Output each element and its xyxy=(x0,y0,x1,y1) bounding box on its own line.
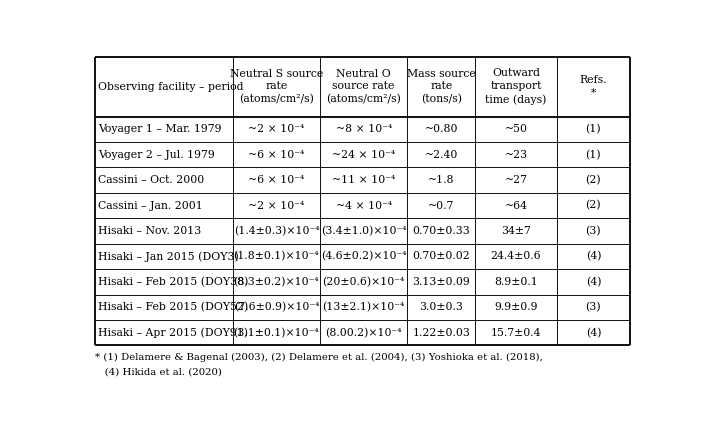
Text: (8.3±0.2)×10⁻⁴: (8.3±0.2)×10⁻⁴ xyxy=(233,277,319,287)
Text: 3.0±0.3: 3.0±0.3 xyxy=(419,302,463,312)
Text: (1.4±0.3)×10⁻⁴: (1.4±0.3)×10⁻⁴ xyxy=(233,226,319,236)
Text: ~50: ~50 xyxy=(505,124,527,134)
Text: ~1.8: ~1.8 xyxy=(428,175,455,185)
Text: ~4 × 10⁻⁴: ~4 × 10⁻⁴ xyxy=(336,200,392,210)
Text: (3.4±1.0)×10⁻⁴: (3.4±1.0)×10⁻⁴ xyxy=(321,226,407,236)
Text: 0.70±0.33: 0.70±0.33 xyxy=(412,226,470,236)
Text: ~0.7: ~0.7 xyxy=(428,200,455,210)
Text: (2): (2) xyxy=(585,175,601,185)
Text: Hisaki – Feb 2015 (DOY52): Hisaki – Feb 2015 (DOY52) xyxy=(98,302,249,312)
Text: ~6 × 10⁻⁴: ~6 × 10⁻⁴ xyxy=(248,150,305,160)
Text: (4): (4) xyxy=(585,277,601,287)
Text: (13±2.1)×10⁻⁴: (13±2.1)×10⁻⁴ xyxy=(322,302,405,312)
Text: ~0.80: ~0.80 xyxy=(425,124,458,134)
Text: Voyager 2 – Jul. 1979: Voyager 2 – Jul. 1979 xyxy=(98,150,215,160)
Text: Hisaki – Apr 2015 (DOY91): Hisaki – Apr 2015 (DOY91) xyxy=(98,327,248,338)
Text: (20±0.6)×10⁻⁴: (20±0.6)×10⁻⁴ xyxy=(322,277,405,287)
Text: Hisaki – Nov. 2013: Hisaki – Nov. 2013 xyxy=(98,226,201,236)
Text: (2): (2) xyxy=(585,200,601,211)
Text: ~2 × 10⁻⁴: ~2 × 10⁻⁴ xyxy=(248,124,305,134)
Text: ~64: ~64 xyxy=(505,200,527,210)
Text: Outward
transport
time (days): Outward transport time (days) xyxy=(485,68,547,105)
Text: ~6 × 10⁻⁴: ~6 × 10⁻⁴ xyxy=(248,175,305,185)
Text: Hisaki – Feb 2015 (DOY38): Hisaki – Feb 2015 (DOY38) xyxy=(98,277,249,287)
Text: ~2 × 10⁻⁴: ~2 × 10⁻⁴ xyxy=(248,200,305,210)
Text: (3.1±0.1)×10⁻⁴: (3.1±0.1)×10⁻⁴ xyxy=(233,327,319,338)
Text: (3): (3) xyxy=(585,226,601,236)
Text: 0.70±0.02: 0.70±0.02 xyxy=(412,252,470,262)
Text: 1.22±0.03: 1.22±0.03 xyxy=(412,328,470,338)
Text: ~11 × 10⁻⁴: ~11 × 10⁻⁴ xyxy=(332,175,395,185)
Text: ~27: ~27 xyxy=(505,175,527,185)
Text: (4): (4) xyxy=(585,327,601,338)
Text: (8.00.2)×10⁻⁴: (8.00.2)×10⁻⁴ xyxy=(325,327,402,338)
Text: (3): (3) xyxy=(585,302,601,312)
Text: (1.8±0.1)×10⁻⁴: (1.8±0.1)×10⁻⁴ xyxy=(233,251,319,262)
Text: Neutral O
source rate
(atoms/cm²/s): Neutral O source rate (atoms/cm²/s) xyxy=(326,68,401,105)
Text: 15.7±0.4: 15.7±0.4 xyxy=(491,328,542,338)
Text: ~2.40: ~2.40 xyxy=(425,150,458,160)
Text: (4): (4) xyxy=(585,251,601,262)
Text: 24.4±0.6: 24.4±0.6 xyxy=(491,252,542,262)
Text: * (1) Delamere & Bagenal (2003), (2) Delamere et al. (2004), (3) Yoshioka et al.: * (1) Delamere & Bagenal (2003), (2) Del… xyxy=(95,353,542,362)
Text: Cassini – Oct. 2000: Cassini – Oct. 2000 xyxy=(98,175,205,185)
Text: ~8 × 10⁻⁴: ~8 × 10⁻⁴ xyxy=(336,124,392,134)
Text: ~24 × 10⁻⁴: ~24 × 10⁻⁴ xyxy=(332,150,395,160)
Text: (7.6±0.9)×10⁻⁴: (7.6±0.9)×10⁻⁴ xyxy=(234,302,319,312)
Text: Voyager 1 – Mar. 1979: Voyager 1 – Mar. 1979 xyxy=(98,124,222,134)
Text: Refs.
*: Refs. * xyxy=(580,75,607,98)
Text: (4.6±0.2)×10⁻⁴: (4.6±0.2)×10⁻⁴ xyxy=(321,251,407,262)
Text: Cassini – Jan. 2001: Cassini – Jan. 2001 xyxy=(98,200,203,210)
Text: Hisaki – Jan 2015 (DOY3): Hisaki – Jan 2015 (DOY3) xyxy=(98,251,239,262)
Text: Neutral S source
rate
(atoms/cm²/s): Neutral S source rate (atoms/cm²/s) xyxy=(230,68,323,105)
Text: 3.13±0.09: 3.13±0.09 xyxy=(412,277,470,287)
Text: Observing facility – period: Observing facility – period xyxy=(98,81,244,92)
Text: (1): (1) xyxy=(585,149,601,160)
Text: ~23: ~23 xyxy=(505,150,527,160)
Text: Mass source
rate
(tons/s): Mass source rate (tons/s) xyxy=(407,68,476,105)
Text: 9.9±0.9: 9.9±0.9 xyxy=(494,302,538,312)
Text: (1): (1) xyxy=(585,124,601,135)
Text: 34±7: 34±7 xyxy=(501,226,531,236)
Text: (4) Hikida et al. (2020): (4) Hikida et al. (2020) xyxy=(95,368,221,377)
Text: 8.9±0.1: 8.9±0.1 xyxy=(494,277,538,287)
